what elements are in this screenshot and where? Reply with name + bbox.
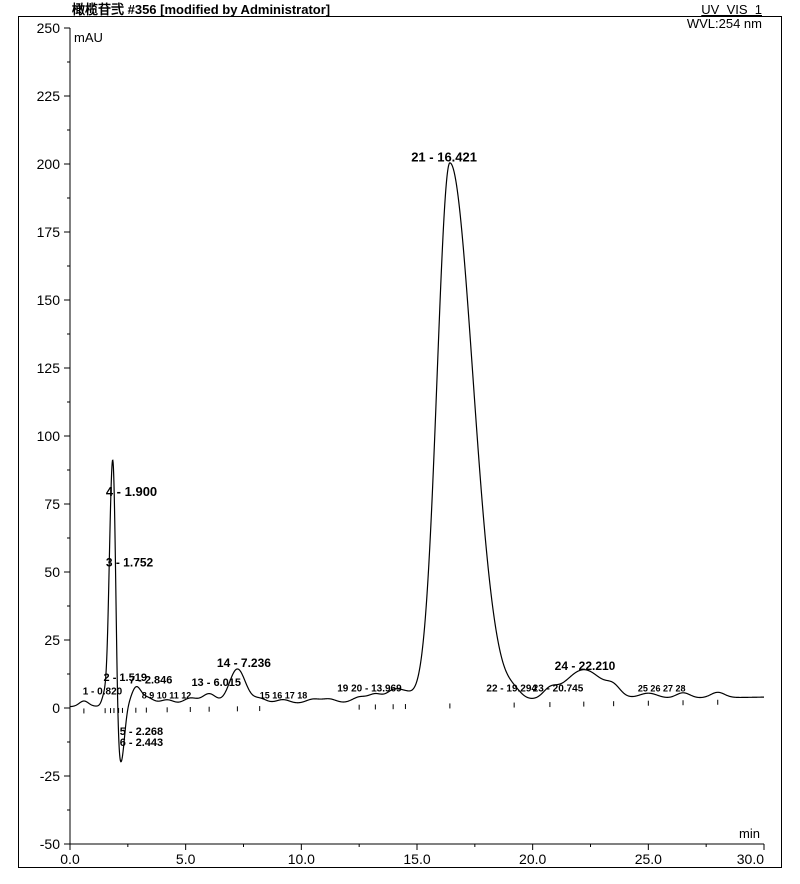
peak-label: 7 - 2.846 — [129, 675, 172, 687]
peak-label: 3 - 1.752 — [106, 556, 154, 570]
header-wvl: WVL:254 nm — [687, 16, 762, 31]
peak-label: 19 20 - 13.969 — [337, 684, 402, 695]
y-tick-label: -50 — [40, 836, 60, 852]
peak-label: 24 - 22.210 — [555, 659, 616, 673]
y-tick-label: 75 — [44, 496, 60, 512]
peak-label: 8 9 10 11 12 — [142, 690, 192, 700]
peak-label: 21 - 16.421 — [411, 149, 477, 164]
peak-label: 25 26 27 28 — [638, 684, 686, 694]
chromatogram-figure: { "layout": { "canvas_w": 800, "canvas_h… — [0, 0, 800, 884]
peak-label: 14 - 7.236 — [217, 656, 271, 670]
y-tick-label: 0 — [52, 700, 60, 716]
header-right: UV_VIS_1 — [701, 2, 762, 17]
peak-label: 1 - 0.820 — [83, 686, 123, 697]
y-tick-label: 100 — [37, 428, 61, 444]
chromatogram-plot: -50-2502550751001251501752002252500.05.0… — [70, 28, 764, 844]
y-tick-label: 125 — [37, 360, 61, 376]
y-axis-label: mAU — [74, 30, 103, 45]
x-tick-label: 15.0 — [403, 851, 430, 867]
x-tick-label: 20.0 — [519, 851, 546, 867]
x-tick-label: 5.0 — [176, 851, 196, 867]
x-tick-label: 10.0 — [288, 851, 315, 867]
x-tick-label: 25.0 — [635, 851, 662, 867]
chromatogram-trace — [70, 163, 764, 762]
peak-label: 23 - 20.745 — [533, 684, 584, 695]
y-tick-label: 250 — [37, 20, 61, 36]
header-left: 橄榄苷弐 #356 [modified by Administrator] — [72, 2, 330, 17]
x-tick-label: 0.0 — [60, 851, 80, 867]
y-tick-label: 150 — [37, 292, 61, 308]
y-tick-label: 200 — [37, 156, 61, 172]
peak-label: 15 16 17 18 — [260, 690, 308, 700]
peak-label: 22 - 19.294 — [486, 684, 537, 695]
y-tick-label: 175 — [37, 224, 61, 240]
x-axis-label: min — [739, 826, 760, 841]
peak-label: 13 - 6.015 — [191, 677, 241, 689]
x-tick-label: 30.0 — [737, 851, 764, 867]
peak-label: 6 - 2.443 — [120, 737, 163, 749]
y-tick-label: 50 — [44, 564, 60, 580]
y-tick-label: -25 — [40, 768, 60, 784]
y-tick-label: 25 — [44, 632, 60, 648]
y-tick-label: 225 — [37, 88, 61, 104]
peak-label: 4 - 1.900 — [106, 484, 157, 499]
